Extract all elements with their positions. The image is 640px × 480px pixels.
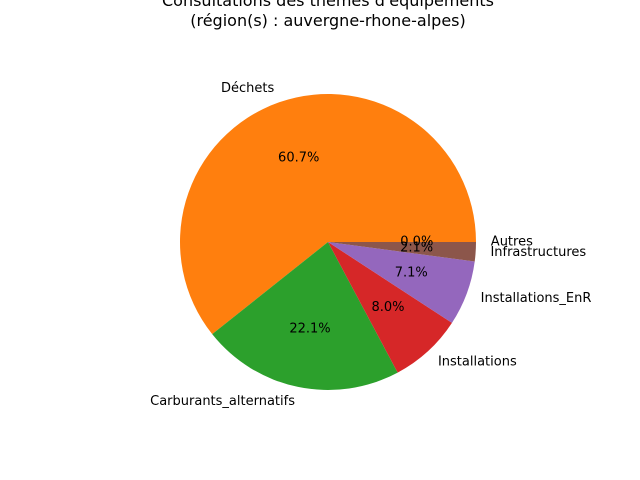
slice-percent-label: 60.7% [278,151,319,166]
slice-category-label: Autres [491,235,533,250]
chart-title-line: Consultations des thèmes d'équipements [162,0,494,10]
slice-category-label: Installations [438,355,517,370]
pie-slice [212,242,398,391]
pie-slice [328,242,475,323]
slice-category-label: Déchets [221,81,274,96]
pie-slice [328,242,452,373]
slice-category-label: Infrastructures [490,245,586,260]
chart-title-line: (région(s) : auvergne-rhone-alpes) [190,11,466,30]
slice-percent-label: 8.0% [371,300,404,315]
slice-percent-label: 0.0% [400,235,433,250]
chart-title: Consultations des thèmes d'équipements(r… [162,0,494,30]
slice-percent-label: 7.1% [395,265,428,280]
slice-percent-label: 2.1% [400,240,433,255]
slice-percent-label: 22.1% [289,321,330,336]
slice-category-label: Carburants_alternatifs [150,394,295,409]
pie-slices [180,94,476,391]
pie-slice [328,242,476,262]
percent-labels: 0.0% 60.7% 22.1% 8.0% 7.1% 2.1% [278,151,433,337]
category-labels: Autres Déchets Carburants_alternatifs Insta… [150,81,591,409]
slice-category-label: Installations_EnR [481,291,592,306]
pie-slice [180,94,476,335]
